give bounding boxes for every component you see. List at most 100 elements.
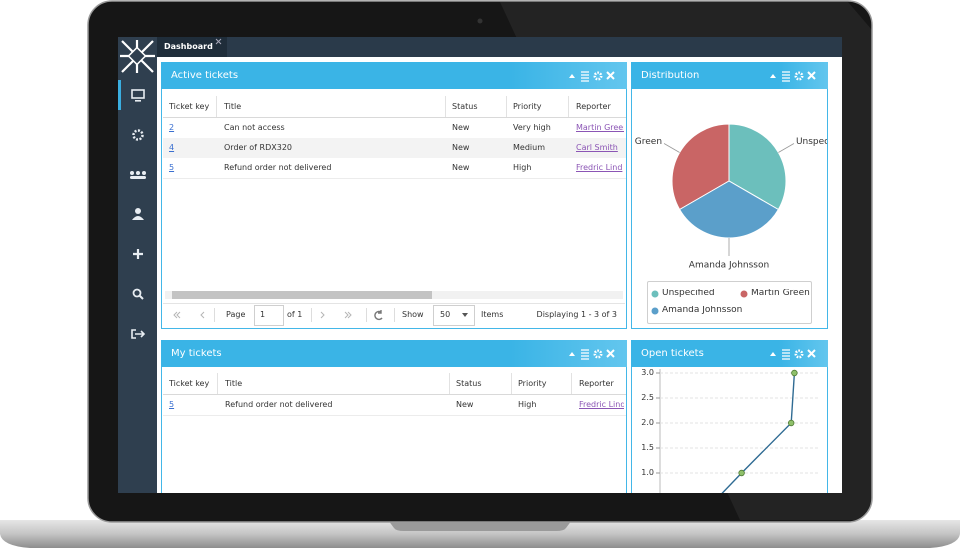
page-number: 1 — [260, 310, 266, 319]
legend-label[interactable]: Martin Green — [751, 289, 810, 299]
panel-tools — [770, 349, 816, 360]
column-separator — [217, 373, 218, 394]
icon-plus[interactable] — [133, 249, 143, 259]
tool-close[interactable] — [606, 71, 615, 80]
pie-slice — [671, 123, 730, 211]
y-tick-label: 1.0 — [641, 468, 654, 477]
column-header[interactable]: Reporter — [579, 379, 614, 388]
table-cell: New — [452, 143, 470, 152]
icon-monitor[interactable] — [131, 89, 145, 99]
caret — [462, 313, 468, 317]
ticket-link[interactable]: 5 — [169, 163, 175, 172]
pie-slice — [678, 180, 780, 239]
column-header[interactable]: Status — [452, 102, 478, 111]
scrollbar-thumb[interactable] — [172, 291, 432, 299]
reporter-link[interactable]: Martin Green — [576, 123, 624, 132]
displaying-label: Displaying 1 - 3 of 3 — [536, 310, 617, 319]
select-caret — [462, 313, 468, 317]
refresh[interactable] — [374, 310, 383, 321]
icon-users[interactable] — [136, 171, 140, 175]
panel-header — [161, 340, 627, 367]
panel-title: My tickets — [171, 348, 222, 359]
legend-label[interactable]: Unspecified — [662, 289, 715, 299]
reporter-link[interactable]: Carl Smith — [576, 143, 618, 152]
page-input[interactable] — [254, 305, 284, 326]
first-page[interactable] — [173, 311, 181, 319]
table-header — [163, 373, 626, 395]
tool-settings[interactable] — [593, 71, 603, 81]
panel-tools — [569, 71, 615, 82]
panel-title: Distribution — [641, 70, 700, 81]
tool-settings[interactable] — [794, 349, 804, 359]
column-separator — [511, 373, 512, 394]
ticket-link[interactable]: 2 — [169, 123, 175, 132]
icon-signout[interactable] — [131, 329, 146, 339]
pie-slice — [728, 123, 787, 211]
column-header[interactable]: Priority — [518, 379, 547, 388]
table-row — [163, 395, 626, 416]
page-size-select[interactable] — [433, 305, 475, 326]
tool-collapse[interactable] — [569, 352, 575, 356]
show-label: Show — [402, 310, 424, 319]
line-chart — [656, 369, 820, 493]
tool-close[interactable] — [807, 349, 816, 358]
column-header[interactable]: Priority — [513, 102, 542, 111]
tool-close[interactable] — [606, 349, 615, 358]
close-icon[interactable] — [215, 38, 222, 45]
tool-settings[interactable] — [794, 71, 804, 81]
line-point — [788, 419, 795, 427]
icon-users[interactable] — [130, 171, 134, 175]
column-header[interactable]: Ticket key — [169, 102, 210, 111]
icon-users[interactable] — [142, 171, 146, 175]
tool-list[interactable] — [581, 349, 589, 360]
panel-header — [631, 340, 828, 367]
next-page[interactable] — [320, 311, 325, 319]
tool-list[interactable] — [782, 349, 790, 360]
panel-header — [161, 62, 627, 89]
tool-close[interactable] — [807, 71, 816, 80]
reporter-link[interactable]: Fredric Lind — [579, 400, 624, 409]
sidebar-active — [118, 80, 121, 110]
table-cell: High — [518, 400, 537, 409]
prev-page[interactable] — [200, 311, 205, 319]
icon-user[interactable] — [135, 208, 141, 214]
legend-marker — [651, 307, 659, 315]
y-tick-label: 2.0 — [641, 418, 654, 427]
table-cell: Refund order not delivered — [225, 400, 333, 409]
reporter-link[interactable]: Fredric Lind — [576, 163, 623, 172]
last-page[interactable] — [344, 311, 352, 319]
y-tick-label: 3.0 — [641, 368, 654, 377]
column-separator — [506, 96, 507, 117]
legend-label[interactable]: Amanda Johnsson — [662, 306, 743, 316]
column-separator — [568, 96, 569, 117]
tool-list[interactable] — [581, 71, 589, 82]
icon-search[interactable] — [132, 288, 142, 298]
tool-collapse[interactable] — [770, 74, 776, 78]
logo-core — [127, 46, 147, 66]
column-header[interactable]: Title — [225, 379, 243, 388]
column-header[interactable]: Reporter — [576, 102, 611, 111]
topbar — [157, 37, 842, 57]
leader-line — [778, 143, 795, 153]
y-tick-label: 2.5 — [641, 393, 654, 402]
tool-list[interactable] — [782, 71, 790, 82]
legend-marker — [740, 290, 748, 298]
icon-settings[interactable] — [132, 129, 144, 141]
ticket-link[interactable]: 4 — [169, 143, 175, 152]
column-header[interactable]: Status — [456, 379, 482, 388]
panel-title: Open tickets — [641, 348, 704, 359]
table-cell: New — [452, 163, 470, 172]
column-header[interactable]: Ticket key — [169, 379, 210, 388]
tool-collapse[interactable] — [770, 352, 776, 356]
leader-line — [663, 143, 680, 153]
table-cell: Order of RDX320 — [224, 143, 292, 152]
line-point — [738, 469, 745, 477]
column-header[interactable]: Title — [224, 102, 242, 111]
column-separator — [216, 96, 217, 117]
pager-separator — [394, 308, 395, 322]
ticket-link[interactable]: 5 — [169, 400, 175, 409]
pager-buttons — [173, 310, 383, 321]
tool-collapse[interactable] — [569, 74, 575, 78]
tool-settings[interactable] — [593, 349, 603, 359]
pie-chart: Unspecified Martin Green Amanda Johnsson — [632, 123, 827, 271]
